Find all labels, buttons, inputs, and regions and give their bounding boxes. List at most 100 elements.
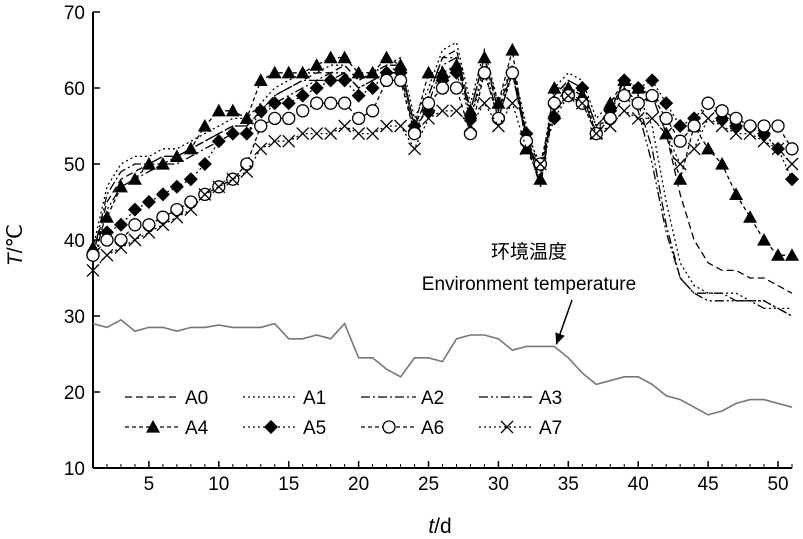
data-point <box>477 96 491 110</box>
data-point <box>170 210 184 224</box>
series-line <box>92 49 792 256</box>
data-point <box>197 157 212 171</box>
x-marker-stroke <box>687 142 701 156</box>
data-point <box>477 66 492 80</box>
legend-item-a6: A6 <box>361 418 444 439</box>
data-point <box>267 96 282 111</box>
data-point <box>128 233 142 247</box>
data-point <box>589 127 603 141</box>
data-point <box>436 104 449 118</box>
data-point <box>282 111 296 126</box>
annotation-label-en: Environment temperature <box>422 274 636 295</box>
data-point <box>212 180 226 194</box>
y-tick-label: 30 <box>64 307 85 328</box>
data-point <box>365 81 380 95</box>
x-marker-stroke <box>575 96 589 110</box>
data-point <box>757 119 771 133</box>
data-point <box>198 187 212 201</box>
legend-item-a0: A0 <box>125 388 208 409</box>
x-marker-stroke <box>352 127 366 141</box>
legend-item-a1: A1 <box>243 388 326 409</box>
data-point <box>240 165 254 179</box>
x-tick-label: 40 <box>628 474 649 495</box>
data-point <box>407 126 422 141</box>
legend-item-a4: A4 <box>125 418 209 439</box>
x-tick-label: 5 <box>144 474 155 495</box>
data-point <box>673 157 687 171</box>
data-point <box>394 119 408 133</box>
data-point <box>156 218 170 232</box>
legend-item-a3: A3 <box>479 388 562 409</box>
data-point <box>743 127 757 141</box>
x-tick-label: 45 <box>698 474 719 495</box>
data-point <box>491 119 505 133</box>
data-point <box>86 248 100 262</box>
data-point <box>184 203 198 217</box>
data-point <box>743 210 758 223</box>
data-point <box>477 50 492 64</box>
data-point <box>659 127 673 141</box>
series-line <box>92 56 793 317</box>
legend-label: A1 <box>303 388 326 409</box>
data-point <box>310 96 324 110</box>
data-point <box>379 73 394 88</box>
data-point <box>114 241 128 255</box>
data-point <box>757 233 772 246</box>
data-point <box>729 127 743 141</box>
x-marker-stroke <box>282 134 296 148</box>
data-point <box>645 88 659 103</box>
legend-item-a7: A7 <box>479 418 562 439</box>
x-marker-stroke <box>547 104 561 118</box>
data-point <box>659 96 674 111</box>
y-axis-variable: T <box>4 251 27 266</box>
data-point <box>505 96 519 110</box>
data-point <box>309 58 324 71</box>
data-point <box>337 73 352 88</box>
data-point <box>296 127 310 141</box>
y-axis-label: T/℃ <box>4 224 27 266</box>
x-marker-stroke <box>533 157 547 171</box>
data-point <box>603 96 618 109</box>
data-point <box>352 127 366 141</box>
x-marker-stroke <box>519 142 533 156</box>
data-point <box>184 195 198 209</box>
data-point <box>715 157 730 170</box>
data-point <box>351 111 366 126</box>
data-point <box>715 104 729 118</box>
x-marker-stroke <box>240 165 254 179</box>
data-point <box>785 248 799 261</box>
data-point <box>547 96 561 110</box>
data-point <box>533 172 548 185</box>
data-point <box>519 134 534 148</box>
data-point <box>393 73 408 88</box>
x-marker-stroke <box>450 104 463 118</box>
legend-item-a5: A5 <box>243 418 326 439</box>
data-point <box>449 58 464 71</box>
y-tick-label: 40 <box>64 231 85 252</box>
data-point <box>519 142 533 156</box>
x-marker-stroke <box>477 96 491 110</box>
data-point <box>239 111 254 124</box>
annotation-label-zh: 环境温度 <box>491 241 567 263</box>
x-marker-stroke <box>212 180 226 194</box>
x-marker-stroke <box>268 134 282 148</box>
data-point <box>310 127 324 141</box>
data-point <box>785 157 799 171</box>
series-line <box>92 55 793 317</box>
data-point <box>435 81 450 95</box>
data-point <box>324 96 338 110</box>
y-tick-label: 20 <box>64 383 85 404</box>
data-point <box>141 157 156 170</box>
x-marker-stroke <box>631 111 645 125</box>
data-point <box>617 104 631 118</box>
data-point <box>631 111 645 125</box>
x-marker-stroke <box>324 127 338 141</box>
data-point <box>113 179 128 193</box>
data-point <box>324 127 338 141</box>
data-point <box>183 172 198 187</box>
data-point <box>422 111 435 125</box>
data-point <box>114 233 128 247</box>
y-axis-unit: /℃ <box>4 224 27 253</box>
data-point <box>365 65 380 79</box>
data-point <box>254 119 268 133</box>
